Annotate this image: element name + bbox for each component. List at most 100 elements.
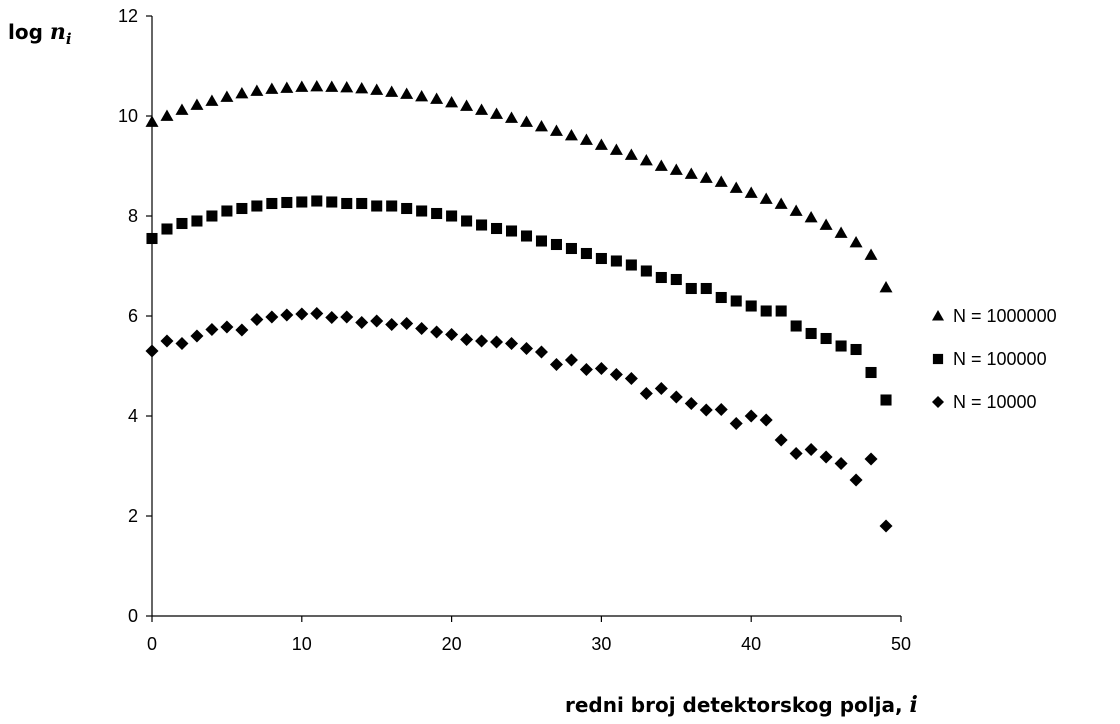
legend-label: N = 1000000 xyxy=(953,306,1057,326)
data-point xyxy=(295,307,309,321)
y-axis-title-var: n xyxy=(50,19,66,45)
data-point xyxy=(505,337,519,350)
data-point xyxy=(431,207,443,220)
data-point xyxy=(820,332,832,345)
data-point xyxy=(549,358,563,371)
x-tick-label: 10 xyxy=(292,634,312,654)
data-point xyxy=(759,192,773,204)
data-series xyxy=(145,80,893,533)
data-point xyxy=(490,335,504,349)
data-point xyxy=(849,236,863,248)
series-diamond xyxy=(145,307,893,533)
data-point xyxy=(789,447,803,460)
data-point xyxy=(475,103,489,115)
data-point xyxy=(475,334,489,348)
data-point xyxy=(220,90,234,102)
data-point xyxy=(340,310,354,324)
data-point xyxy=(460,99,474,111)
data-point xyxy=(296,196,308,208)
x-axis-title: redni broj detektorskog polja, i xyxy=(565,692,918,718)
y-tick-label: 6 xyxy=(128,306,138,326)
x-tick-label: 50 xyxy=(891,634,911,654)
data-point xyxy=(401,202,413,215)
data-point xyxy=(370,314,384,328)
legend-marker-triangle xyxy=(932,310,944,321)
data-point xyxy=(325,311,339,324)
data-point xyxy=(789,204,803,216)
data-point xyxy=(235,87,249,99)
data-point xyxy=(145,344,159,358)
data-point xyxy=(416,205,428,217)
data-point xyxy=(161,223,173,235)
data-point xyxy=(280,308,294,322)
data-point xyxy=(579,133,593,145)
data-point xyxy=(774,433,788,447)
data-point xyxy=(370,83,384,95)
data-point xyxy=(400,87,414,99)
data-point xyxy=(670,273,682,286)
data-point xyxy=(355,316,369,329)
data-point xyxy=(145,115,159,127)
data-point xyxy=(295,80,309,92)
data-point xyxy=(281,196,293,209)
data-point xyxy=(206,210,218,222)
data-point xyxy=(774,197,788,209)
data-point xyxy=(190,329,204,343)
data-point xyxy=(235,323,249,337)
data-point xyxy=(565,242,577,255)
data-point xyxy=(445,328,459,341)
data-point xyxy=(400,317,414,330)
data-point xyxy=(609,368,623,381)
data-point xyxy=(520,115,533,127)
data-point xyxy=(564,353,578,367)
data-point xyxy=(326,196,338,208)
data-point xyxy=(160,334,174,348)
data-point xyxy=(311,195,323,207)
data-point xyxy=(325,80,339,92)
data-point xyxy=(654,382,668,395)
data-point xyxy=(714,403,728,416)
data-point xyxy=(744,409,758,423)
data-point xyxy=(759,413,773,427)
data-point xyxy=(534,345,548,359)
data-point xyxy=(220,320,234,334)
data-point xyxy=(639,154,653,166)
data-point xyxy=(609,143,623,155)
y-tick-label: 2 xyxy=(128,506,138,526)
y-tick-label: 8 xyxy=(128,206,138,226)
data-point xyxy=(550,238,562,251)
data-point xyxy=(834,226,848,238)
data-point xyxy=(160,109,174,121)
data-point xyxy=(251,200,263,212)
x-tick-label: 0 xyxy=(147,634,157,654)
legend-marker-diamond xyxy=(932,396,944,408)
data-point xyxy=(744,186,758,198)
data-point xyxy=(849,473,863,487)
data-point xyxy=(730,295,742,307)
data-point xyxy=(265,310,279,324)
data-point xyxy=(879,281,893,293)
data-point xyxy=(476,219,488,231)
data-point xyxy=(461,215,473,227)
data-point xyxy=(835,340,847,352)
data-point xyxy=(639,387,653,400)
data-point xyxy=(505,111,519,123)
data-point xyxy=(310,307,324,320)
legend-marker-square xyxy=(932,353,944,365)
data-point xyxy=(415,90,429,102)
data-point xyxy=(534,120,548,132)
data-point xyxy=(490,107,504,119)
data-point xyxy=(804,211,818,223)
data-point xyxy=(430,325,444,339)
data-point xyxy=(624,372,638,385)
y-tick-label: 0 xyxy=(128,606,138,626)
data-point xyxy=(146,232,158,245)
data-point xyxy=(355,82,369,94)
data-point xyxy=(879,519,893,533)
data-point xyxy=(669,390,683,404)
legend-label: N = 10000 xyxy=(953,392,1037,412)
x-axis-title-prefix: redni broj detektorskog polja, xyxy=(565,693,910,717)
data-point xyxy=(415,322,429,335)
data-point xyxy=(655,271,667,284)
